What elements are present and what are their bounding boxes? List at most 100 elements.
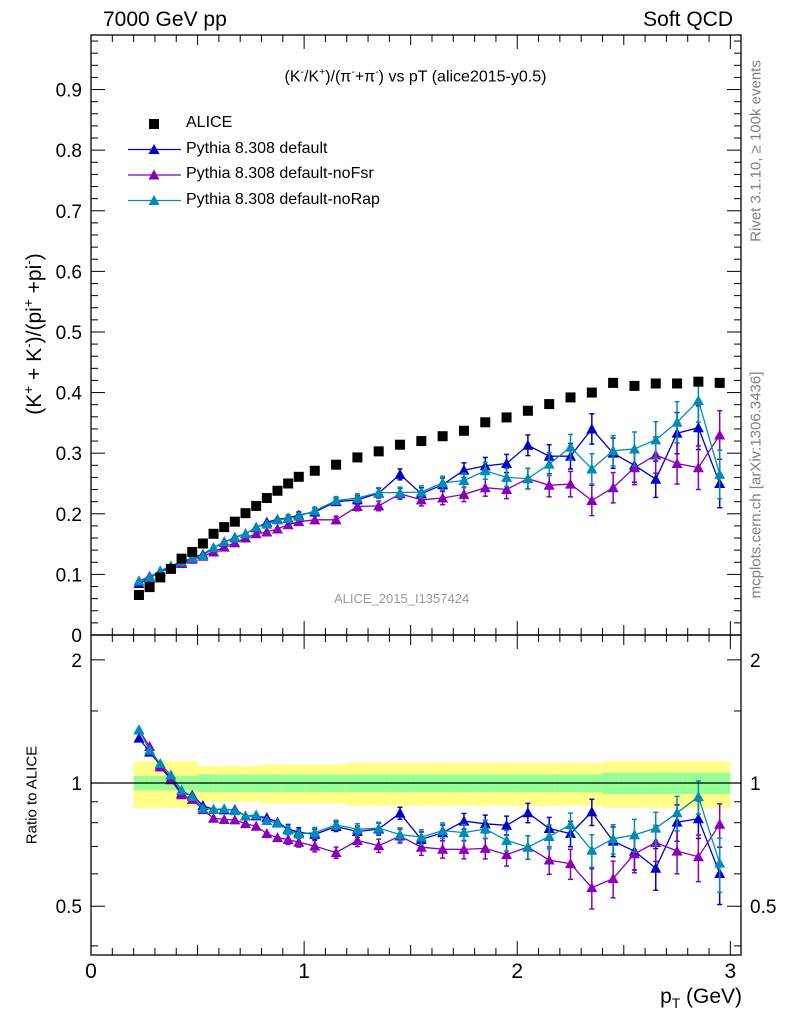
ratio-point xyxy=(261,828,273,839)
legend-marker-triangle xyxy=(148,169,160,180)
alice-point xyxy=(219,522,230,533)
y-axis-label: (K+ + K-)/(pi+ +pi-) xyxy=(21,253,46,415)
mcplots-label: mcplots.cern.ch [arXiv:1306.3436] xyxy=(747,371,765,599)
ratio-point xyxy=(351,835,363,846)
ratio-point xyxy=(650,862,662,873)
ratio-point xyxy=(692,851,704,862)
ratio-point xyxy=(479,823,491,834)
ratio-series xyxy=(133,724,726,910)
alice-point xyxy=(650,378,661,389)
data-point xyxy=(628,443,640,454)
legend-label: ALICE xyxy=(186,114,233,131)
data-point xyxy=(522,473,534,484)
alice-point xyxy=(352,452,363,463)
legend-label: Pythia 8.308 default-noFsr xyxy=(186,165,374,182)
x-axis-label: pT (GeV) xyxy=(660,985,742,1012)
ratio-point xyxy=(437,843,449,854)
alice-point xyxy=(565,392,576,403)
data-point xyxy=(373,500,385,511)
ratio-point xyxy=(373,822,385,833)
ratio-point xyxy=(671,845,683,856)
data-point xyxy=(218,541,230,552)
alice-point xyxy=(693,376,704,387)
data-point xyxy=(586,423,598,434)
y-tick-label: 0.2 xyxy=(56,505,82,526)
ratio-point xyxy=(165,769,177,780)
data-point xyxy=(394,468,406,479)
ratio-point xyxy=(565,819,577,830)
legend-marker-triangle xyxy=(148,195,160,205)
ratio-point xyxy=(607,833,619,844)
ratio-point xyxy=(628,848,640,859)
data-point xyxy=(692,462,704,473)
alice-point xyxy=(155,572,166,583)
alice-point xyxy=(714,377,725,388)
ratio-tick-label: 2 xyxy=(71,651,82,672)
rivet-version-label: Rivet 3.1.10, ≥ 100k events xyxy=(747,60,765,242)
ratio-point xyxy=(271,832,283,843)
alice-point xyxy=(373,446,384,457)
ratio-point xyxy=(522,841,534,852)
data-point xyxy=(293,510,305,521)
ratio-point xyxy=(309,840,321,851)
alice-point xyxy=(144,582,155,593)
ratio-point xyxy=(692,813,704,824)
alice-point xyxy=(293,471,304,482)
ratio-point xyxy=(229,814,241,825)
alice-point xyxy=(458,425,469,436)
ratio-point xyxy=(628,829,640,840)
data-point xyxy=(714,429,726,440)
ratio-point xyxy=(415,831,427,842)
data-point xyxy=(394,487,406,498)
alice-point xyxy=(501,412,512,423)
ratio-point xyxy=(293,836,305,847)
ratio-point xyxy=(522,807,534,818)
legend-marker-triangle xyxy=(148,144,160,154)
data-point xyxy=(479,465,491,476)
data-point xyxy=(229,532,241,543)
ratio-point xyxy=(415,841,427,852)
data-point xyxy=(133,575,145,586)
ratio-point xyxy=(479,842,491,853)
y-tick-label: 0.1 xyxy=(56,565,82,586)
ratio-point xyxy=(394,829,406,840)
alice-point xyxy=(309,465,320,476)
ratio-tick-label-right: 2 xyxy=(750,651,761,672)
legend-label: Pythia 8.308 default-noRap xyxy=(186,190,380,208)
ratio-point xyxy=(240,810,252,821)
alice-point xyxy=(187,546,198,557)
data-point xyxy=(692,422,704,433)
data-point xyxy=(309,514,321,525)
ratio-point xyxy=(240,818,252,829)
ratio-point xyxy=(271,817,283,828)
data-point xyxy=(607,482,619,493)
y-tick-label: 0.7 xyxy=(56,202,82,223)
alice-point xyxy=(197,538,208,549)
data-point xyxy=(293,516,305,527)
ratio-point xyxy=(176,784,188,795)
data-point xyxy=(458,464,470,475)
data-point xyxy=(271,514,283,525)
alice-point xyxy=(608,377,619,388)
ratio-point xyxy=(282,833,294,844)
ratio-point xyxy=(197,802,209,813)
ratio-point xyxy=(543,831,555,842)
data-point xyxy=(250,528,262,539)
data-point xyxy=(501,484,513,495)
data-point xyxy=(415,494,427,505)
data-point xyxy=(330,494,342,505)
data-point xyxy=(250,521,262,532)
ratio-tick-label-right: 0.5 xyxy=(750,897,776,918)
ratio-point xyxy=(671,807,683,818)
ratio-plot-frame xyxy=(90,634,742,956)
data-point xyxy=(565,441,577,452)
ratio-point xyxy=(458,827,470,838)
ratio-point xyxy=(351,823,363,834)
alice-point xyxy=(544,399,555,410)
x-tick-label: 0 xyxy=(85,960,97,983)
axes: 0 0.1 0.2 0.3 0.4 0.5 0.6 0.7 0.8 0.9 0 1 2 3 0.5 0.5 1 1… xyxy=(56,34,776,983)
data-point xyxy=(692,394,704,405)
process-label: Soft QCD xyxy=(643,8,733,31)
data-point xyxy=(351,501,363,512)
